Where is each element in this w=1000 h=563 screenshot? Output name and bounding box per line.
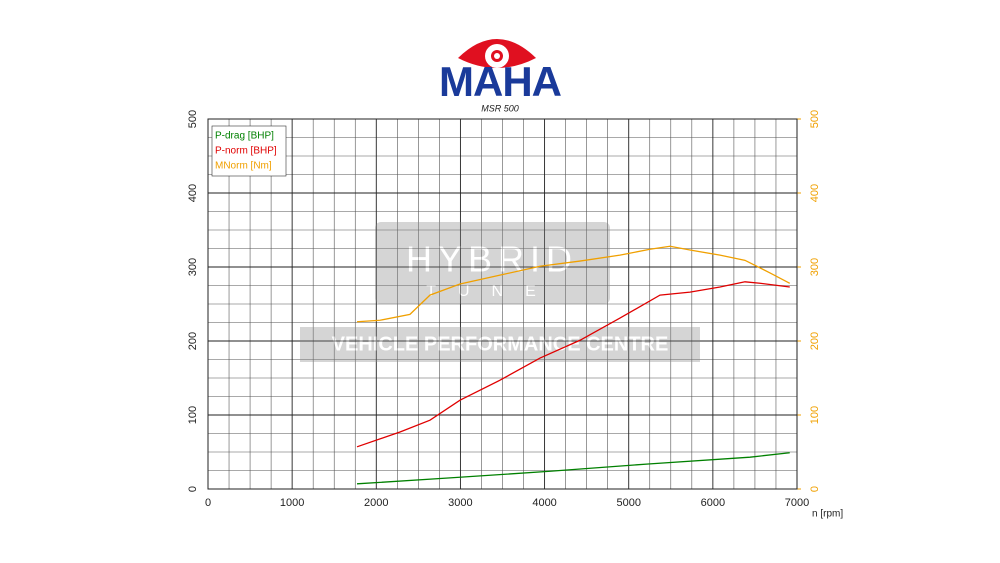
y-tick-label: 500 <box>187 110 199 128</box>
legend-label: P-norm [BHP] <box>215 146 277 157</box>
y-tick-label: 200 <box>187 332 199 350</box>
legend-label: MNorm [Nm] <box>215 161 272 172</box>
y-tick-label: 100 <box>187 406 199 424</box>
series-line <box>356 452 790 485</box>
series-line <box>356 245 791 323</box>
legend-box <box>211 125 287 177</box>
watermark-text: TUNE <box>426 283 558 300</box>
x-tick-label: 6000 <box>701 497 725 509</box>
x-tick-label: 0 <box>205 497 211 509</box>
x-tick-label: 7000 <box>785 497 809 509</box>
x-tick-label: 3000 <box>448 497 472 509</box>
brand: MAHA <box>439 58 562 105</box>
y2-tick-label: 300 <box>809 258 821 276</box>
watermark-text: HYBRID <box>406 239 578 280</box>
logo <box>458 39 536 68</box>
y2-tick-label: 400 <box>809 184 821 202</box>
y-tick-label: 400 <box>187 184 199 202</box>
x-axis-label: n [rpm] <box>812 509 843 520</box>
plot-frame <box>207 118 798 490</box>
y2-tick-label: 500 <box>809 110 821 128</box>
y2-tick-label: 100 <box>809 406 821 424</box>
y2-tick-label: 200 <box>809 332 821 350</box>
series-line <box>356 281 790 448</box>
y-tick-label: 300 <box>187 258 199 276</box>
grid <box>207 118 801 490</box>
x-tick-label: 1000 <box>280 497 304 509</box>
watermark: HYBRID TUNE VEHICLE PERFORMANCE CENTRE <box>300 222 700 362</box>
y2-tick-label: 0 <box>809 486 821 492</box>
subtitle: MSR 500 <box>481 103 519 113</box>
legend: P-drag [BHP] P-norm [BHP] MNorm [Nm] <box>211 125 287 177</box>
watermark-text: VEHICLE PERFORMANCE CENTRE <box>332 333 669 355</box>
x-tick-label: 2000 <box>364 497 388 509</box>
legend-label: P-drag [BHP] <box>215 131 274 142</box>
x-tick-label: 5000 <box>616 497 640 509</box>
x-tick-label: 4000 <box>532 497 556 509</box>
y-tick-label: 0 <box>187 486 199 492</box>
